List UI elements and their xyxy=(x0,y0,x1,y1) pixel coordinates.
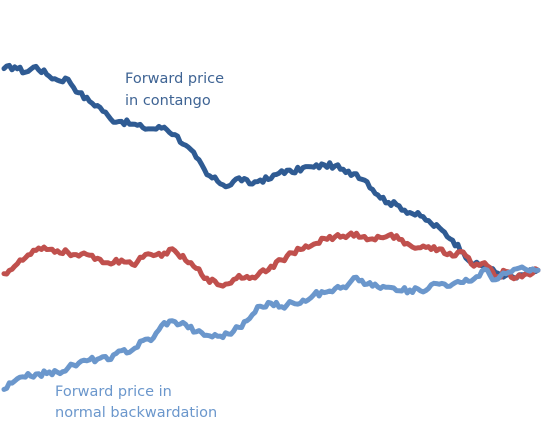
contango-label-line-2: in contango xyxy=(125,93,211,109)
backwardation-label-line-1: Forward price in xyxy=(55,384,172,400)
contango-label-line-1: Forward price xyxy=(125,71,224,87)
backwardation-label-line-2: normal backwardation xyxy=(55,405,217,421)
series-line-spot xyxy=(1,230,541,289)
series-line-backwardation xyxy=(1,264,541,392)
contango-annotation: Forward price in contango xyxy=(125,71,224,109)
backwardation-annotation: Forward price in normal backwardation xyxy=(55,384,217,421)
series-line-contango xyxy=(1,62,541,281)
series-layer xyxy=(1,62,541,392)
